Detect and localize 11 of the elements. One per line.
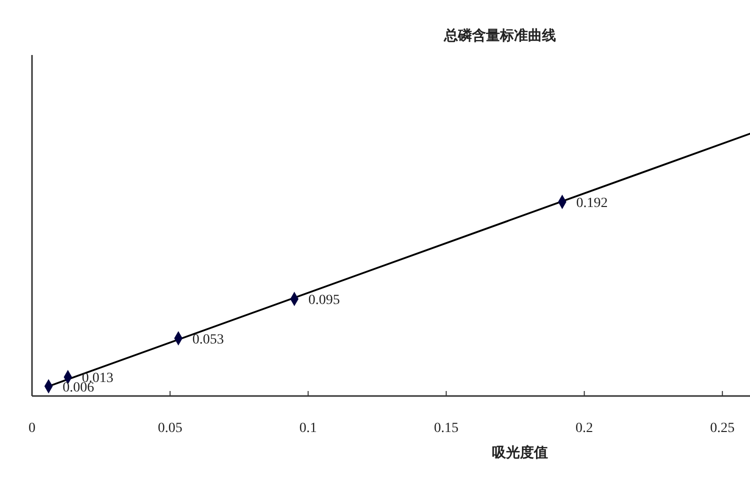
x-tick-label: 0.2 (576, 421, 594, 436)
annotation: 0.192 (576, 196, 608, 211)
x-tick-label: 0.25 (710, 421, 735, 436)
x-tick-label: 0.1 (299, 421, 317, 436)
annotation: 0.095 (308, 292, 340, 308)
x-axis-title: 吸光度值 (492, 444, 548, 461)
annotation: 0.053 (192, 332, 224, 348)
x-tick-label: 0.05 (158, 421, 182, 436)
chart-title: 总磷含量标准曲线 (443, 28, 556, 44)
x-tick-label: 0 (28, 421, 36, 436)
x-tick-label: 0.15 (434, 421, 458, 436)
